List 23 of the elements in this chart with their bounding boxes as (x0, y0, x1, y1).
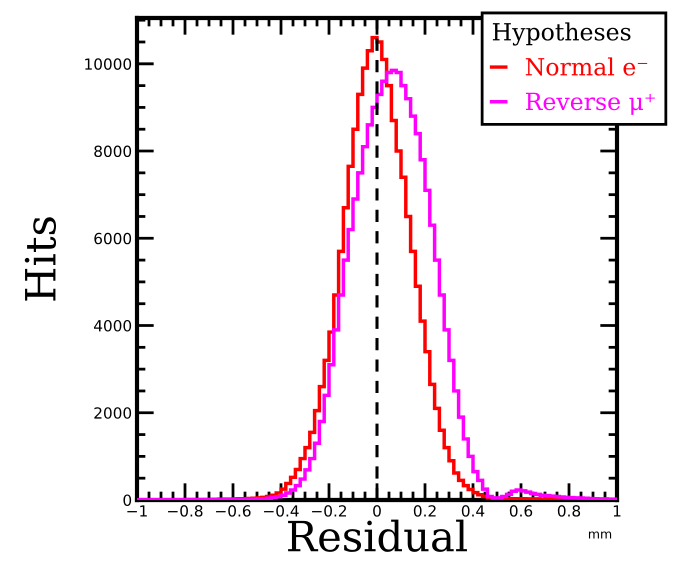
x-tick-label: −1 (127, 505, 147, 516)
y-tick-label: 0 (123, 494, 132, 506)
x-tick-label: −0.4 (264, 505, 299, 517)
x-tick-label: −0.8 (168, 505, 203, 517)
y-axis-title: Hits (24, 217, 56, 301)
x-tick-label: −0.6 (216, 505, 251, 517)
y-tick-label: 6000 (94, 232, 132, 244)
text: mm (588, 531, 612, 538)
x-tick-label: 0.2 (414, 505, 436, 517)
x-tick-label: −0.2 (312, 505, 346, 517)
legend-title: Hypotheses (492, 22, 631, 46)
x-tick-label: 0.8 (558, 505, 580, 517)
x-tick-label: 0.6 (510, 505, 532, 517)
x-tick-label: 0 (373, 505, 381, 517)
y-tick-label: 4000 (94, 320, 132, 332)
legend-label: Normal e⁻ (526, 57, 648, 76)
x-tick-label: 0.4 (462, 505, 484, 517)
x-tick-label: 1 (614, 505, 620, 516)
legend-label: Reverse μ⁺ (526, 92, 655, 115)
y-tick-label: 10000 (85, 58, 132, 70)
y-tick-label: 8000 (94, 146, 132, 158)
x-axis-title: Residual (288, 520, 467, 552)
y-tick-label: 2000 (94, 407, 132, 419)
